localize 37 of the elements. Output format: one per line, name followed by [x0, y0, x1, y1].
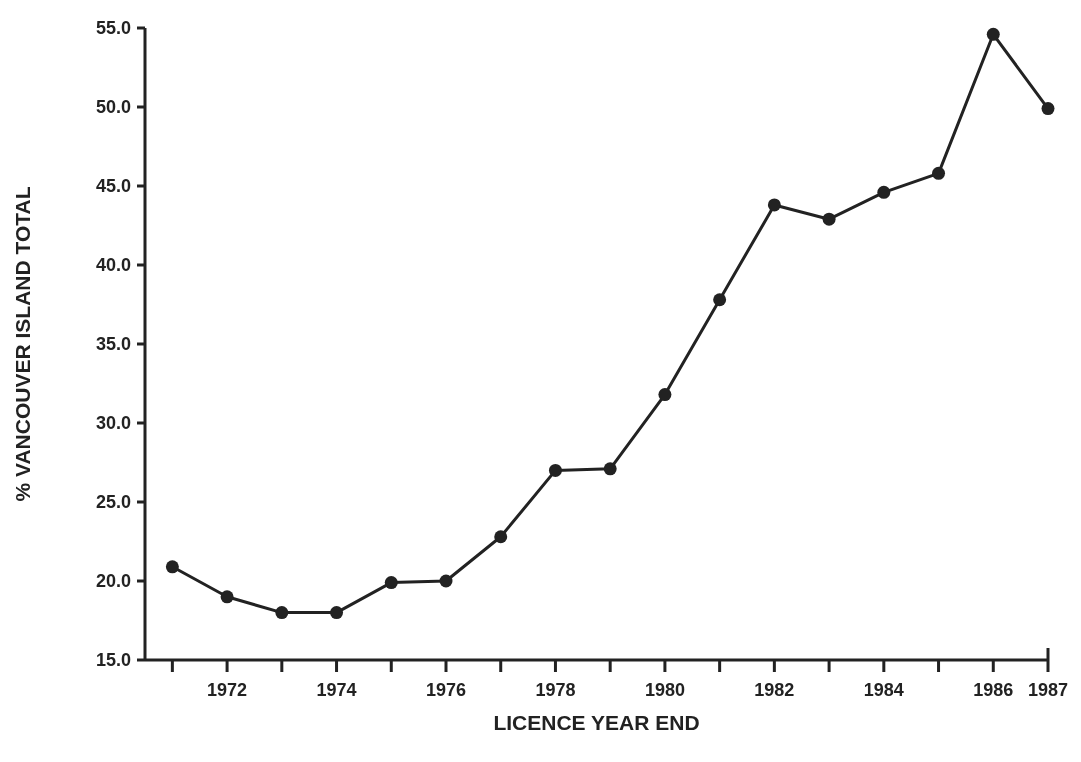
- x-tick-label: 1972: [207, 680, 248, 700]
- point: [932, 166, 946, 180]
- y-tick-label: 25.0: [95, 492, 131, 513]
- x-tick-label: 1987: [1027, 680, 1069, 700]
- point: [220, 590, 234, 604]
- x-tick-label: 1974: [316, 680, 357, 700]
- x-tick-label: 1980: [644, 680, 685, 700]
- point: [275, 606, 289, 620]
- point: [986, 27, 1000, 41]
- point: [822, 212, 836, 226]
- x-tick-label: 1986: [973, 680, 1014, 700]
- y-tick-label: 45.0: [95, 176, 131, 197]
- y-tick-label: 40.0: [95, 255, 131, 276]
- y-tick-label: 50.0: [95, 97, 131, 118]
- point: [658, 388, 672, 402]
- point: [330, 606, 344, 620]
- y-tick-label: 15.0: [95, 650, 131, 671]
- y-tick-label: 55.0: [95, 18, 131, 39]
- y-tick-label: 35.0: [95, 334, 131, 355]
- x-tick-label: 1982: [754, 680, 795, 700]
- point: [494, 530, 508, 544]
- x-axis-title: LICENCE YEAR END: [493, 711, 700, 734]
- x-tick-label: 1976: [425, 680, 467, 700]
- point: [1041, 102, 1055, 116]
- x-tick-label: 1984: [863, 680, 904, 700]
- point: [548, 463, 562, 477]
- y-tick-label: 20.0: [95, 571, 131, 592]
- y-axis-title: % VANCOUVER ISLAND TOTAL: [11, 186, 34, 502]
- point: [384, 576, 398, 590]
- point: [439, 574, 453, 588]
- point: [767, 198, 781, 212]
- point: [603, 462, 617, 476]
- point: [165, 560, 179, 574]
- point: [877, 185, 891, 199]
- point: [713, 293, 727, 307]
- y-tick-label: 30.0: [95, 413, 131, 434]
- x-tick-label: 1978: [535, 680, 576, 700]
